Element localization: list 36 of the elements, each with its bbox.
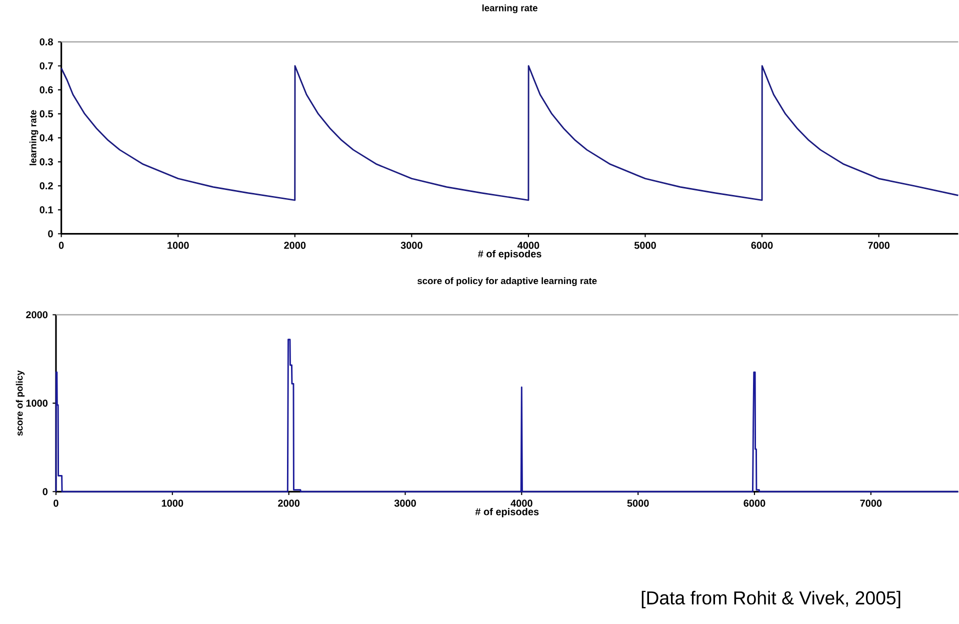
y-tick-label: 2000 [26,311,48,318]
x-tick-label: 2000 [284,242,306,250]
x-tick-label: 0 [54,500,58,507]
x-tick-label: 4000 [510,500,532,507]
y-tick-label: 1000 [26,400,48,407]
y-axis-title: score of policy [16,370,25,436]
x-tick-label: 6000 [751,242,773,250]
x-tick-label: 2000 [278,500,300,507]
x-tick-label: 1000 [162,500,184,507]
line-series [60,65,959,202]
chart-title: learning rate [482,4,538,14]
y-tick-label: 0.4 [40,134,54,142]
x-tick-label: 3000 [394,500,416,507]
y-tick-label: 0.8 [40,38,53,46]
x-tick-label: 3000 [400,242,422,250]
y-tick-label: 0.5 [40,110,53,118]
y-axis-title: learning rate [29,110,38,166]
y-tick-label: 0.1 [40,206,53,214]
y-tick-label: 0.3 [40,158,53,166]
chart-title: score of policy for adaptive learning rate [417,278,597,286]
y-tick-label: 0 [42,488,48,496]
x-axis-title: # of episodes [475,508,539,518]
x-tick-label: 7000 [860,500,882,507]
text: [Data from Rohit & Vivek, 2005] [642,591,900,608]
x-tick-label: 1000 [168,242,189,250]
x-tick-label: 6000 [744,500,766,507]
x-tick-label: 4000 [517,242,540,250]
x-tick-label: 5000 [627,500,649,507]
y-tick-label: 0 [48,230,53,238]
x-axis-title: # of episodes [478,250,542,260]
x-tick-label: 5000 [634,242,656,250]
x-tick-label: 7000 [868,242,890,250]
y-tick-label: 0.6 [40,86,53,94]
y-tick-label: 0.7 [40,62,53,70]
x-tick-label: 0 [58,242,64,250]
y-tick-label: 0.2 [40,182,53,190]
